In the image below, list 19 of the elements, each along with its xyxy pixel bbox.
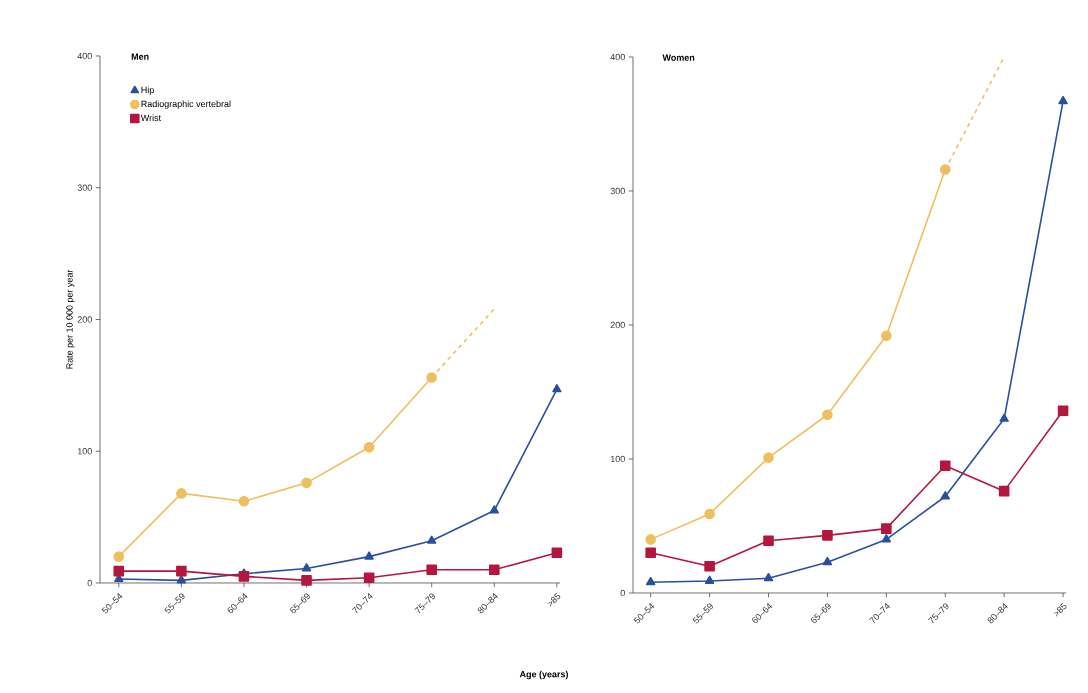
y-tick-label: 200 — [610, 321, 625, 329]
x-tick-label: >85 — [1053, 602, 1067, 617]
x-tick-label: >85 — [547, 592, 561, 607]
y-tick-label: 400 — [77, 52, 92, 60]
y-tick-label: 200 — [77, 316, 92, 323]
legend-label: Radiographic vertebral — [141, 100, 231, 109]
y-tick-label: 300 — [77, 184, 92, 191]
y-tick-label: 100 — [77, 448, 92, 455]
legend-label: Wrist — [140, 114, 161, 122]
y-tick-label: 0 — [87, 579, 92, 587]
chart-title: Women — [662, 54, 695, 61]
y-tick-label: 100 — [610, 455, 625, 463]
x-axis-title: Age (years) — [519, 670, 568, 680]
y-axis-title: Rate per 10 000 per year — [66, 269, 75, 369]
y-tick-label: 300 — [610, 187, 625, 195]
y-tick-label: 0 — [620, 589, 625, 597]
chart-title: Men — [131, 53, 149, 60]
y-tick-label: 400 — [610, 53, 625, 61]
legend-label: Hip — [141, 86, 154, 95]
